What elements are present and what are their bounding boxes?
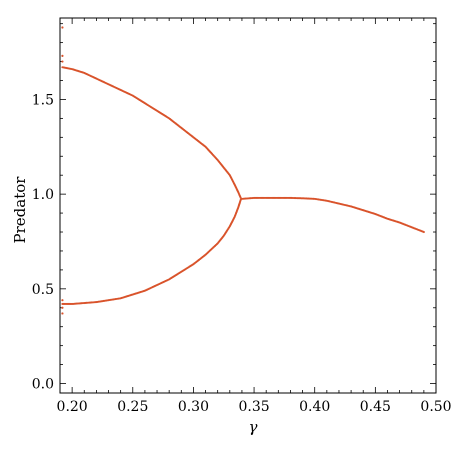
x-axis-label: γ <box>249 418 258 436</box>
y-tick-label: 0.5 <box>32 282 54 298</box>
y-tick-label: 1.5 <box>32 92 54 108</box>
data-point <box>61 312 64 315</box>
data-point <box>422 230 425 234</box>
y-tick-label: 0.0 <box>32 377 54 393</box>
y-axis-label: Predator <box>11 176 29 244</box>
x-tick-label: 0.35 <box>238 399 269 415</box>
x-tick-label: 0.30 <box>178 399 209 415</box>
data-point <box>61 26 64 29</box>
data-point <box>61 306 64 309</box>
plot-frame <box>59 17 437 394</box>
x-tick-label: 0.25 <box>117 399 148 415</box>
data-points <box>61 26 425 315</box>
x-tick-label: 0.45 <box>360 399 391 415</box>
x-tick-label: 0.20 <box>57 399 88 415</box>
data-point <box>61 60 64 63</box>
y-tick-label: 1.0 <box>32 187 54 203</box>
x-tick-label: 0.40 <box>299 399 330 415</box>
data-point <box>61 54 64 57</box>
axis-ticks <box>59 18 437 393</box>
x-tick-label: 0.50 <box>420 399 451 415</box>
tick-labels: 0.20 0.25 0.30 0.35 0.40 0.45 0.50 0.0 0.5 1.0 1.5 <box>32 92 452 415</box>
data-point <box>61 299 64 302</box>
